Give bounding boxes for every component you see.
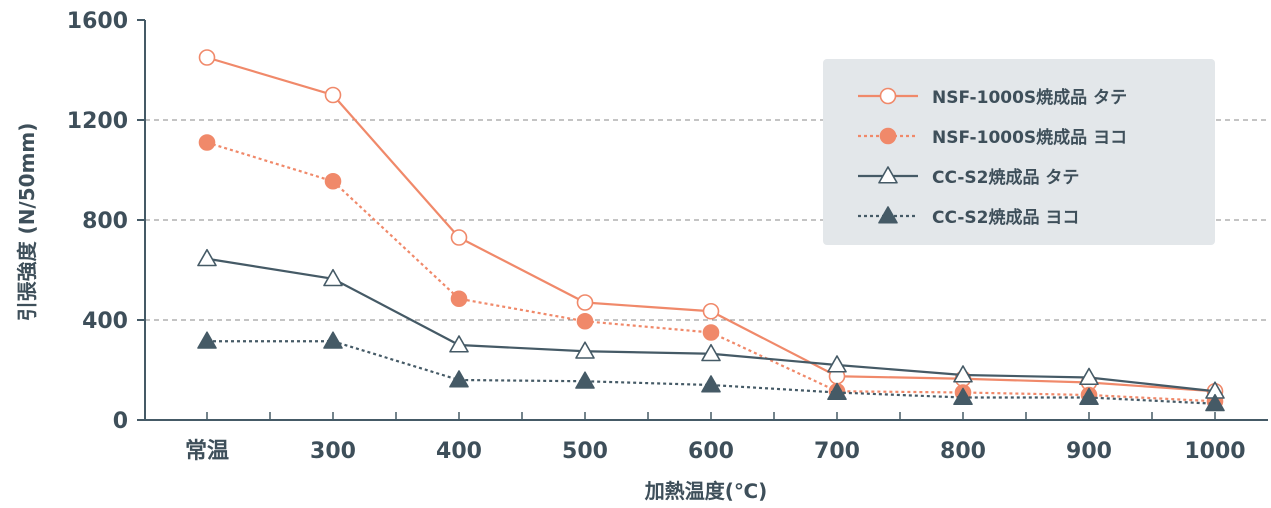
data-point	[198, 134, 216, 151]
series-4	[197, 331, 1225, 412]
x-tick-label: 300	[310, 439, 356, 464]
legend-label: CC-S2焼成品 ヨコ	[932, 207, 1079, 228]
legend-item: CC-S2焼成品 タテ	[858, 166, 1079, 188]
y-tick-label: 400	[82, 309, 128, 334]
data-point	[323, 331, 343, 349]
data-point	[197, 331, 217, 349]
data-point	[449, 370, 469, 388]
data-point	[1079, 387, 1099, 406]
x-tick-labels: 常温 300 400 500 600 700 800 900 1000	[185, 438, 1246, 464]
legend-item: NSF-1000S焼成品 ヨコ	[858, 127, 1127, 148]
series-3	[197, 248, 1225, 399]
legend-item: CC-S2焼成品 ヨコ	[858, 206, 1079, 228]
data-point	[450, 290, 468, 308]
x-axis-label: 加熱温度(℃)	[644, 479, 768, 503]
data-point	[449, 335, 469, 353]
y-tick-label: 800	[82, 209, 128, 234]
series-lines	[197, 49, 1225, 412]
x-tick-label: 400	[436, 439, 482, 464]
y-tick-label: 0	[113, 409, 128, 434]
legend-marker	[879, 127, 897, 145]
x-tick-label: 700	[814, 439, 860, 464]
x-tick-label: 1000	[1184, 439, 1245, 464]
data-point	[1205, 393, 1225, 412]
legend-label: NSF-1000S焼成品 ヨコ	[932, 127, 1127, 148]
data-point	[576, 312, 594, 330]
data-point	[702, 302, 720, 320]
legend-label: CC-S2焼成品 タテ	[932, 167, 1079, 188]
x-tick-label: 600	[688, 439, 734, 464]
y-tick-labels: 0 400 800 1200 1600	[67, 9, 128, 434]
data-point	[827, 355, 847, 373]
data-point	[323, 268, 343, 287]
data-point	[953, 365, 973, 383]
data-point	[575, 371, 595, 389]
x-tick-label: 800	[940, 439, 986, 464]
data-point	[575, 341, 595, 359]
legend-marker	[878, 206, 898, 224]
legend-item: NSF-1000S焼成品 タテ	[858, 87, 1127, 108]
data-point	[701, 343, 721, 362]
y-tick-label: 1200	[67, 109, 128, 134]
data-point	[827, 382, 847, 401]
x-tick-label: 900	[1066, 439, 1112, 464]
x-tick-label: 常温	[185, 438, 229, 464]
gridlines	[145, 119, 1268, 321]
data-point	[450, 229, 468, 246]
legend-marker	[879, 87, 897, 105]
y-axis-label: 引張強度 (N/50mm)	[15, 123, 39, 322]
y-tick-label: 1600	[67, 9, 128, 34]
x-tick-label: 500	[562, 439, 608, 464]
data-point	[953, 387, 973, 406]
legend-label: NSF-1000S焼成品 タテ	[932, 87, 1127, 108]
data-point	[702, 324, 720, 341]
data-point	[324, 172, 342, 190]
data-point	[197, 248, 217, 267]
data-point	[198, 49, 216, 66]
data-point	[576, 294, 594, 311]
series-line	[207, 340, 1216, 405]
axes	[137, 19, 1268, 421]
data-point	[324, 86, 342, 104]
data-point	[701, 375, 721, 393]
legend-marker	[878, 166, 898, 184]
legend: NSF-1000S焼成品 タテ NSF-1000S焼成品 ヨコ CC-S2焼成品 タ…	[823, 59, 1215, 245]
data-point	[1079, 367, 1099, 386]
legend-background	[823, 59, 1215, 245]
